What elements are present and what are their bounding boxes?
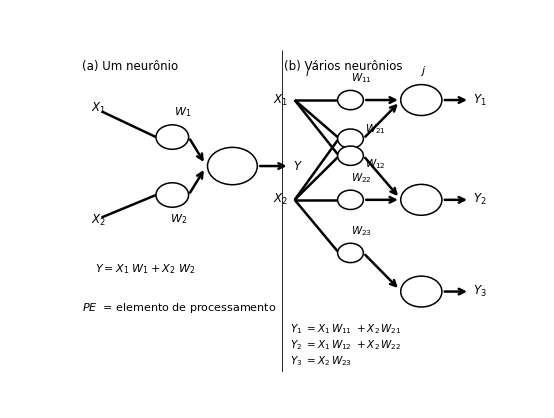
Circle shape [337,190,363,209]
Circle shape [401,184,442,215]
Circle shape [337,243,363,263]
Circle shape [156,125,188,149]
Text: PE: PE [416,96,427,104]
Circle shape [337,129,363,148]
Text: $X_2$: $X_2$ [91,213,106,228]
Text: $j$: $j$ [420,64,427,77]
Text: $Y$: $Y$ [293,160,302,173]
Text: PE: PE [227,161,238,171]
Text: $Y_1\ =X_1\,W_{11}\ +X_2\,W_{21}$: $Y_1\ =X_1\,W_{11}\ +X_2\,W_{21}$ [290,322,402,336]
Circle shape [337,90,363,110]
Text: $Y_3\ =X_2\,W_{23}$: $Y_3\ =X_2\,W_{23}$ [290,354,352,368]
Text: $Y_1$: $Y_1$ [473,92,486,107]
Text: (b) Vários neurônios: (b) Vários neurônios [284,60,402,73]
Text: $X_1$: $X_1$ [273,92,288,107]
Text: $W_{21}$: $W_{21}$ [365,122,386,136]
Text: PE: PE [416,287,427,296]
Circle shape [401,84,442,115]
Circle shape [401,276,442,307]
Circle shape [208,148,257,185]
Text: $Y_2$: $Y_2$ [473,192,486,207]
Text: $Y_3$: $Y_3$ [473,284,486,299]
Text: PE: PE [416,195,427,204]
Text: $W_{11}$: $W_{11}$ [351,71,372,84]
Circle shape [337,146,363,166]
Text: $W_1$: $W_1$ [175,105,192,119]
Text: $Y_2\ =X_1\,W_{12}\ +X_2\,W_{22}$: $Y_2\ =X_1\,W_{12}\ +X_2\,W_{22}$ [290,338,402,352]
Text: $X_1$: $X_1$ [91,101,106,116]
Text: $W_{23}$: $W_{23}$ [351,224,372,238]
Text: $W_{22}$: $W_{22}$ [351,171,372,185]
Text: $Y = X_1\ W_1 + X_2\ W_2$: $Y = X_1\ W_1 + X_2\ W_2$ [95,263,196,276]
Text: $W_{12}$: $W_{12}$ [365,157,386,171]
Text: $W_2$: $W_2$ [170,212,187,226]
Text: $X_2$: $X_2$ [273,192,288,207]
Text: (a) Um neurônio: (a) Um neurônio [82,60,178,73]
Text: $PE$  = elemento de processamento: $PE$ = elemento de processamento [82,301,276,315]
Text: $i$: $i$ [305,66,310,77]
Circle shape [156,183,188,207]
